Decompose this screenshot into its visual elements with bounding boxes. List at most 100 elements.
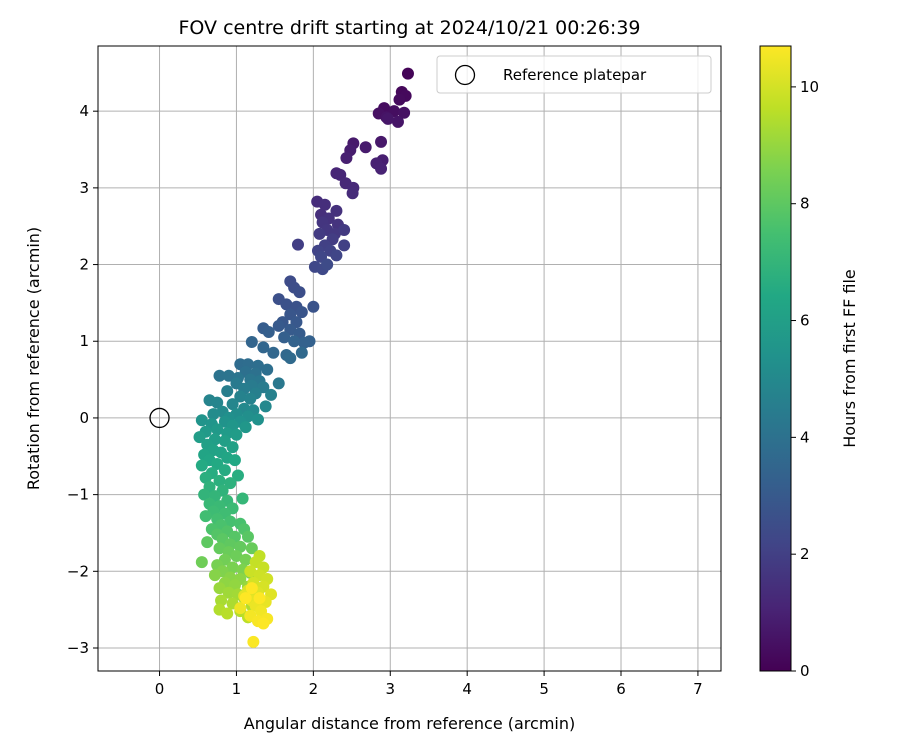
data-point: [338, 224, 351, 237]
data-point: [199, 510, 212, 523]
data-point: [318, 198, 331, 211]
data-point: [221, 607, 234, 620]
scatter-points: [193, 67, 414, 648]
y-tick-label: 0: [79, 409, 89, 427]
colorbar-gradient: [759, 45, 792, 672]
data-point: [228, 454, 241, 467]
colorbar-tick-label: 0: [800, 662, 810, 680]
y-axis-label: Rotation from reference (arcmin): [24, 227, 43, 490]
data-point: [234, 390, 247, 403]
data-point: [291, 238, 304, 251]
data-point: [241, 530, 254, 543]
data-point: [208, 569, 221, 582]
y-tick-label: 2: [79, 256, 89, 274]
data-point: [381, 112, 394, 125]
data-point: [391, 115, 404, 128]
colorbar-ticks: 0 2 4 6 8 10: [791, 78, 819, 680]
data-point: [239, 592, 252, 605]
x-ticks: 0 1 2 3 4 5 6 7: [155, 671, 703, 698]
data-point: [244, 392, 257, 405]
plot-frame: [97, 45, 722, 672]
data-point: [338, 239, 351, 252]
colorbar: 0 2 4 6 8 10 Hours from first FF file: [759, 45, 859, 680]
data-point: [251, 413, 264, 426]
data-point: [259, 400, 272, 413]
data-point: [280, 298, 293, 311]
x-axis-label: Angular distance from reference (arcmin): [244, 714, 575, 733]
data-point: [213, 542, 226, 555]
data-point: [222, 369, 235, 382]
data-point: [398, 106, 411, 119]
legend-box: [436, 55, 712, 94]
data-point: [253, 592, 266, 605]
data-point: [247, 635, 260, 648]
colorbar-tick-label: 10: [800, 78, 819, 96]
data-point: [393, 93, 406, 106]
data-point: [224, 515, 237, 528]
data-point: [211, 423, 224, 436]
colorbar-tick-label: 6: [800, 312, 810, 330]
colorbar-tick-label: 8: [800, 195, 810, 213]
data-point: [313, 227, 326, 240]
data-point: [234, 602, 247, 615]
data-point: [330, 204, 343, 217]
data-point: [198, 488, 211, 501]
data-point: [218, 464, 231, 477]
data-point: [230, 549, 243, 562]
data-point: [195, 459, 208, 472]
data-point: [321, 258, 334, 271]
x-tick-label: 7: [693, 680, 703, 698]
data-point: [211, 396, 224, 409]
data-point: [284, 352, 297, 365]
data-point: [245, 336, 258, 349]
data-point: [213, 369, 226, 382]
data-point: [257, 617, 270, 630]
data-point: [226, 561, 239, 574]
y-tick-label: −2: [67, 562, 89, 580]
data-point: [226, 398, 239, 411]
y-ticks: −3 −2 −1 0 1 2 3 4: [67, 102, 98, 657]
data-point: [265, 388, 278, 401]
data-point: [239, 421, 252, 434]
data-point: [231, 469, 244, 482]
data-point: [295, 346, 308, 359]
data-point: [195, 556, 208, 569]
data-point: [213, 474, 226, 487]
data-point: [272, 377, 285, 390]
data-point: [226, 441, 239, 454]
grid: [98, 46, 721, 671]
x-tick-label: 2: [309, 680, 319, 698]
legend: Reference platepar: [436, 55, 712, 94]
data-point: [257, 341, 270, 354]
data-point: [401, 67, 414, 80]
colorbar-tick-label: 2: [800, 545, 810, 563]
data-point: [245, 542, 258, 555]
data-point: [213, 582, 226, 595]
x-tick-label: 1: [232, 680, 242, 698]
data-point: [224, 477, 237, 490]
y-tick-label: 4: [79, 102, 89, 120]
x-tick-label: 5: [539, 680, 549, 698]
legend-entry-reference-platepar: Reference platepar: [503, 66, 647, 84]
chart-title: FOV centre drift starting at 2024/10/21 …: [178, 17, 640, 39]
x-tick-label: 6: [616, 680, 626, 698]
data-point: [234, 540, 247, 553]
data-point: [239, 553, 252, 566]
data-point: [261, 363, 274, 376]
legend-marker: [454, 64, 476, 86]
data-point: [193, 431, 206, 444]
data-point: [278, 331, 291, 344]
data-point: [288, 335, 301, 348]
data-point: [375, 135, 388, 148]
data-point: [298, 336, 311, 349]
data-point: [293, 286, 306, 299]
data-point: [262, 326, 275, 339]
data-point: [330, 249, 343, 262]
y-tick-label: 1: [79, 332, 89, 350]
y-tick-label: −3: [67, 639, 89, 657]
data-point: [201, 536, 214, 549]
data-point: [230, 428, 243, 441]
data-point: [340, 151, 353, 164]
reference-layer: [149, 407, 170, 429]
